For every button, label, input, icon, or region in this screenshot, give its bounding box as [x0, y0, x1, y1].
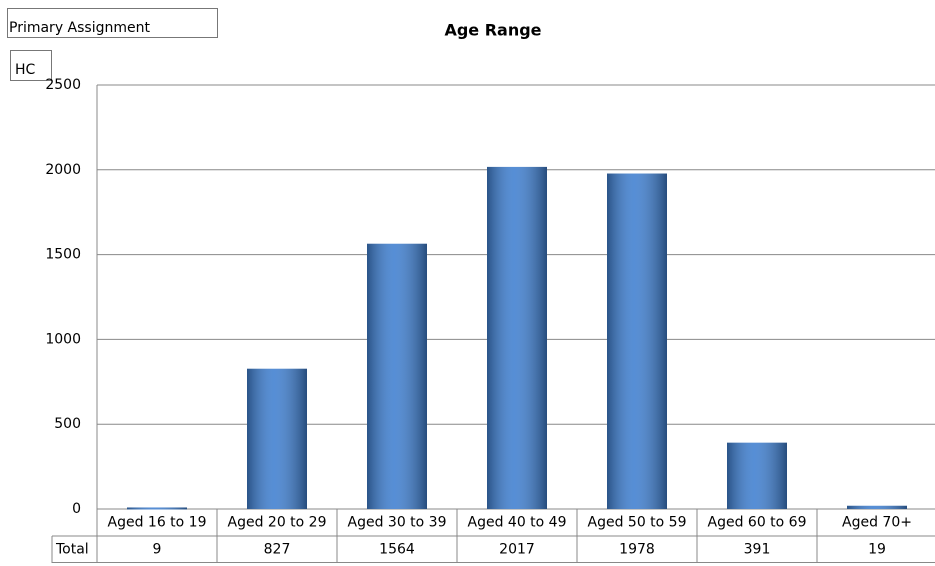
y-tick-label: 2000 [45, 162, 81, 178]
bar-shading [487, 166, 547, 509]
bar-shading [847, 505, 907, 509]
table-value: 827 [264, 542, 291, 558]
x-tick-label: Aged 60 to 69 [708, 515, 807, 531]
y-tick-label: 1500 [45, 247, 81, 263]
y-tick-label: 500 [54, 416, 81, 432]
chart-title: Age Range [444, 21, 541, 40]
filter-button[interactable] [7, 8, 218, 38]
x-tick-label: Aged 30 to 39 [348, 515, 447, 531]
values-label: HC [15, 62, 36, 78]
bar-shading [367, 243, 427, 509]
bar-shading [727, 442, 787, 509]
table-value: 1564 [379, 542, 415, 558]
bar-shading [247, 368, 307, 509]
x-tick-label: Aged 50 to 59 [588, 515, 687, 531]
table-value: 9 [153, 542, 162, 558]
table-row-label: Total [55, 542, 89, 558]
table-value: 1978 [619, 542, 655, 558]
bar-shading [607, 173, 667, 510]
y-tick-label: 2500 [45, 77, 81, 93]
x-tick-label: Aged 16 to 19 [108, 515, 207, 531]
x-tick-label: Aged 40 to 49 [468, 515, 567, 531]
filter-label: Primary Assignment [9, 20, 150, 36]
bar-shading [127, 507, 187, 510]
table-value: 2017 [499, 542, 535, 558]
values-button[interactable] [10, 50, 52, 81]
x-tick-label: Aged 20 to 29 [228, 515, 327, 531]
table-value: 391 [744, 542, 771, 558]
table-value: 19 [868, 542, 886, 558]
y-tick-label: 0 [72, 501, 81, 517]
y-tick-label: 1000 [45, 331, 81, 347]
x-tick-label: Aged 70+ [842, 515, 912, 531]
